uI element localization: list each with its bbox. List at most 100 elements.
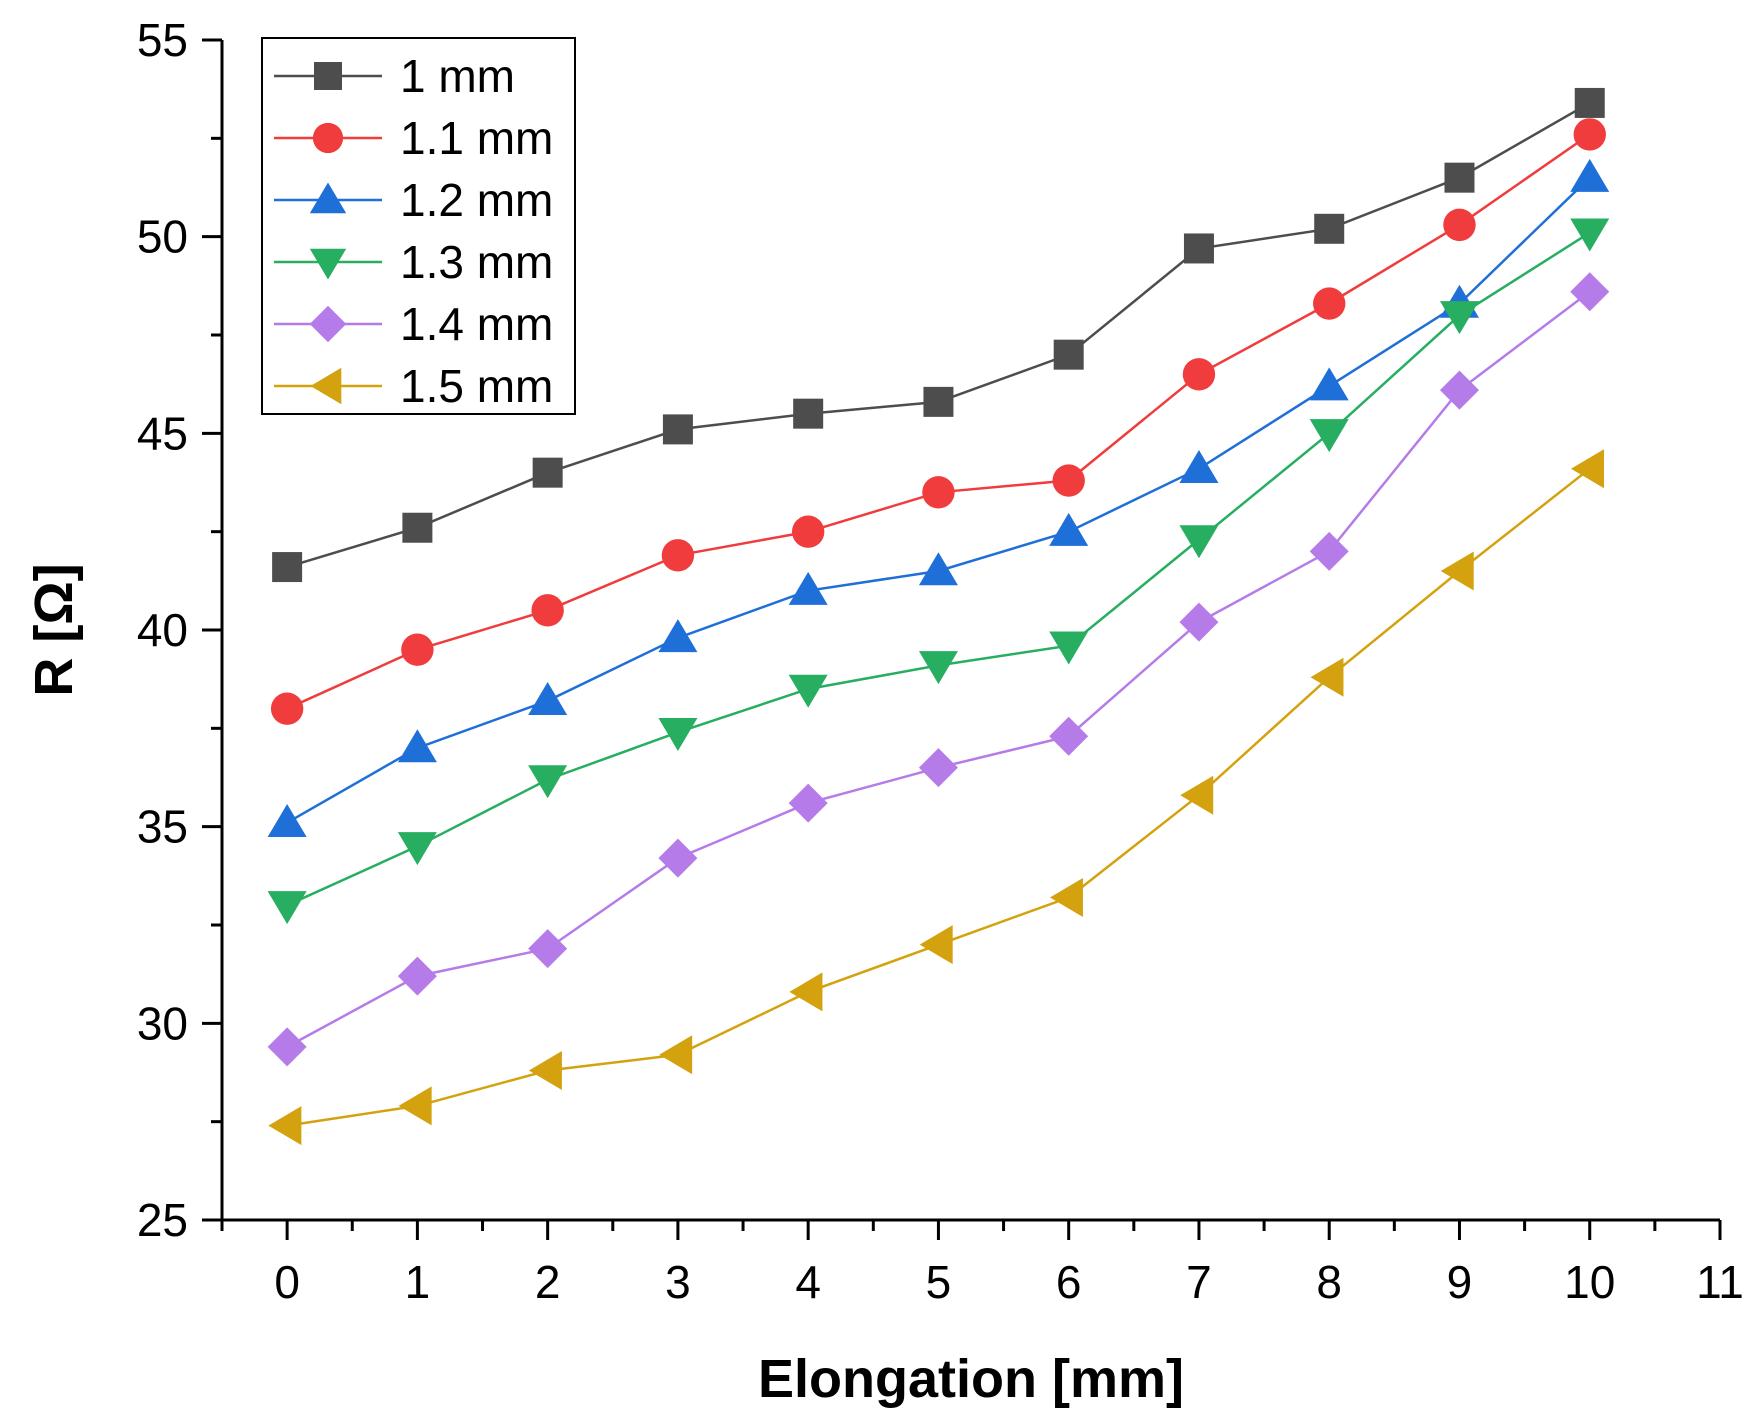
data-point-1_2mm [1570,158,1610,192]
legend-item: 1.1 mm [274,112,553,164]
data-point-1_4mm [1439,370,1479,410]
data-point-1_4mm [918,748,958,788]
legend-marker [314,62,342,90]
data-point-1_5mm [1049,877,1083,917]
legend-label: 1.1 mm [400,112,553,164]
x-tick-label: 5 [926,1256,952,1308]
legend-marker [312,122,344,154]
data-point-1_1mm [1573,118,1606,151]
x-tick-label: 0 [274,1256,300,1308]
data-point-1_2mm [1179,449,1219,483]
data-point-1mm [1053,339,1084,370]
data-point-1_3mm [528,765,568,799]
data-point-1_1mm [531,594,564,627]
series-1_2mm [267,158,1610,837]
data-point-1_1mm [1313,287,1346,320]
data-point-1_3mm [658,718,698,752]
data-point-1_2mm [267,803,307,837]
data-point-1_5mm [1570,449,1604,489]
legend-marker [310,367,342,405]
data-point-1_3mm [397,832,437,866]
data-point-1mm [532,457,563,488]
legend-label: 1.3 mm [400,236,553,288]
legend-item: 1 mm [274,50,515,102]
data-point-1_3mm [1439,301,1479,335]
legend-label: 1 mm [400,50,515,102]
data-point-1_4mm [267,1027,307,1067]
data-point-1_4mm [1049,716,1089,756]
legend-label: 1.5 mm [400,360,553,412]
data-point-1_1mm [401,633,434,666]
data-point-1_2mm [397,729,437,763]
data-point-1_5mm [659,1035,693,1075]
data-point-1_3mm [1049,631,1089,665]
x-tick-label: 2 [535,1256,561,1308]
series-1_5mm [268,449,1604,1146]
x-tick-label: 1 [405,1256,431,1308]
data-point-1_1mm [791,515,825,548]
x-tick-label: 9 [1447,1256,1473,1308]
data-point-1mm [923,386,954,417]
data-point-1_4mm [1309,531,1349,571]
data-point-1_4mm [1179,602,1219,642]
legend-item: 1.2 mm [274,174,553,226]
y-tick-label: 25 [137,1194,188,1246]
data-point-1_3mm [1570,218,1610,252]
data-point-1mm [662,414,693,445]
data-point-1_4mm [788,783,828,823]
series-1_3mm [267,218,1610,925]
data-point-1mm [1183,233,1214,264]
series-1_4mm [267,272,1610,1067]
y-tick-label: 50 [137,211,188,263]
data-point-1mm [1444,162,1475,193]
legend-item: 1.4 mm [274,298,553,350]
x-tick-label: 7 [1186,1256,1212,1308]
data-point-1mm [272,552,303,583]
data-point-1_5mm [1180,775,1214,815]
data-point-1_3mm [267,891,307,925]
data-point-1_4mm [1570,272,1610,312]
x-tick-label: 11 [1696,1256,1744,1308]
data-point-1_5mm [1440,551,1474,591]
data-point-1mm [793,398,824,429]
y-tick-label: 35 [137,801,188,853]
legend-frame [261,37,576,415]
data-point-1_3mm [1309,419,1349,453]
data-point-1_4mm [397,956,437,996]
data-point-1_1mm [270,692,304,725]
x-tick-label: 10 [1564,1256,1615,1308]
series-1_1mm [270,118,1606,725]
legend: 1 mm 1.1 mm 1.2 mm 1.3 mm 1.4 mm 1.5 mm [261,37,576,415]
legend-marker [309,305,347,343]
legend-item: 1.5 mm [274,360,553,412]
y-tick-label: 30 [137,997,188,1049]
series-1mm [272,87,1605,583]
x-tick-label: 8 [1316,1256,1342,1308]
data-point-1_2mm [1049,512,1089,546]
data-point-1_2mm [658,619,698,653]
data-point-1_2mm [1309,367,1349,401]
data-point-1_2mm [918,552,958,586]
legend-item: 1.3 mm [274,236,553,288]
data-point-1_3mm [1179,525,1219,559]
y-tick-label: 55 [137,14,188,66]
data-point-1_5mm [398,1086,432,1126]
x-tick-label: 3 [665,1256,691,1308]
data-point-1_1mm [661,539,695,572]
data-point-1_5mm [789,972,823,1012]
data-point-1_4mm [528,929,568,969]
data-point-1mm [1314,213,1345,244]
data-point-1_3mm [788,674,828,708]
data-point-1_4mm [658,838,698,878]
x-tick-label: 4 [795,1256,821,1308]
data-point-1mm [1574,87,1605,118]
y-axis-title: R [Ω] [24,563,84,696]
data-point-1_5mm [919,925,953,965]
data-point-1_2mm [528,682,568,716]
data-point-1_5mm [528,1051,562,1091]
series-layer [267,87,1610,1146]
legend-marker [309,182,347,214]
y-tick-label: 40 [137,604,188,656]
